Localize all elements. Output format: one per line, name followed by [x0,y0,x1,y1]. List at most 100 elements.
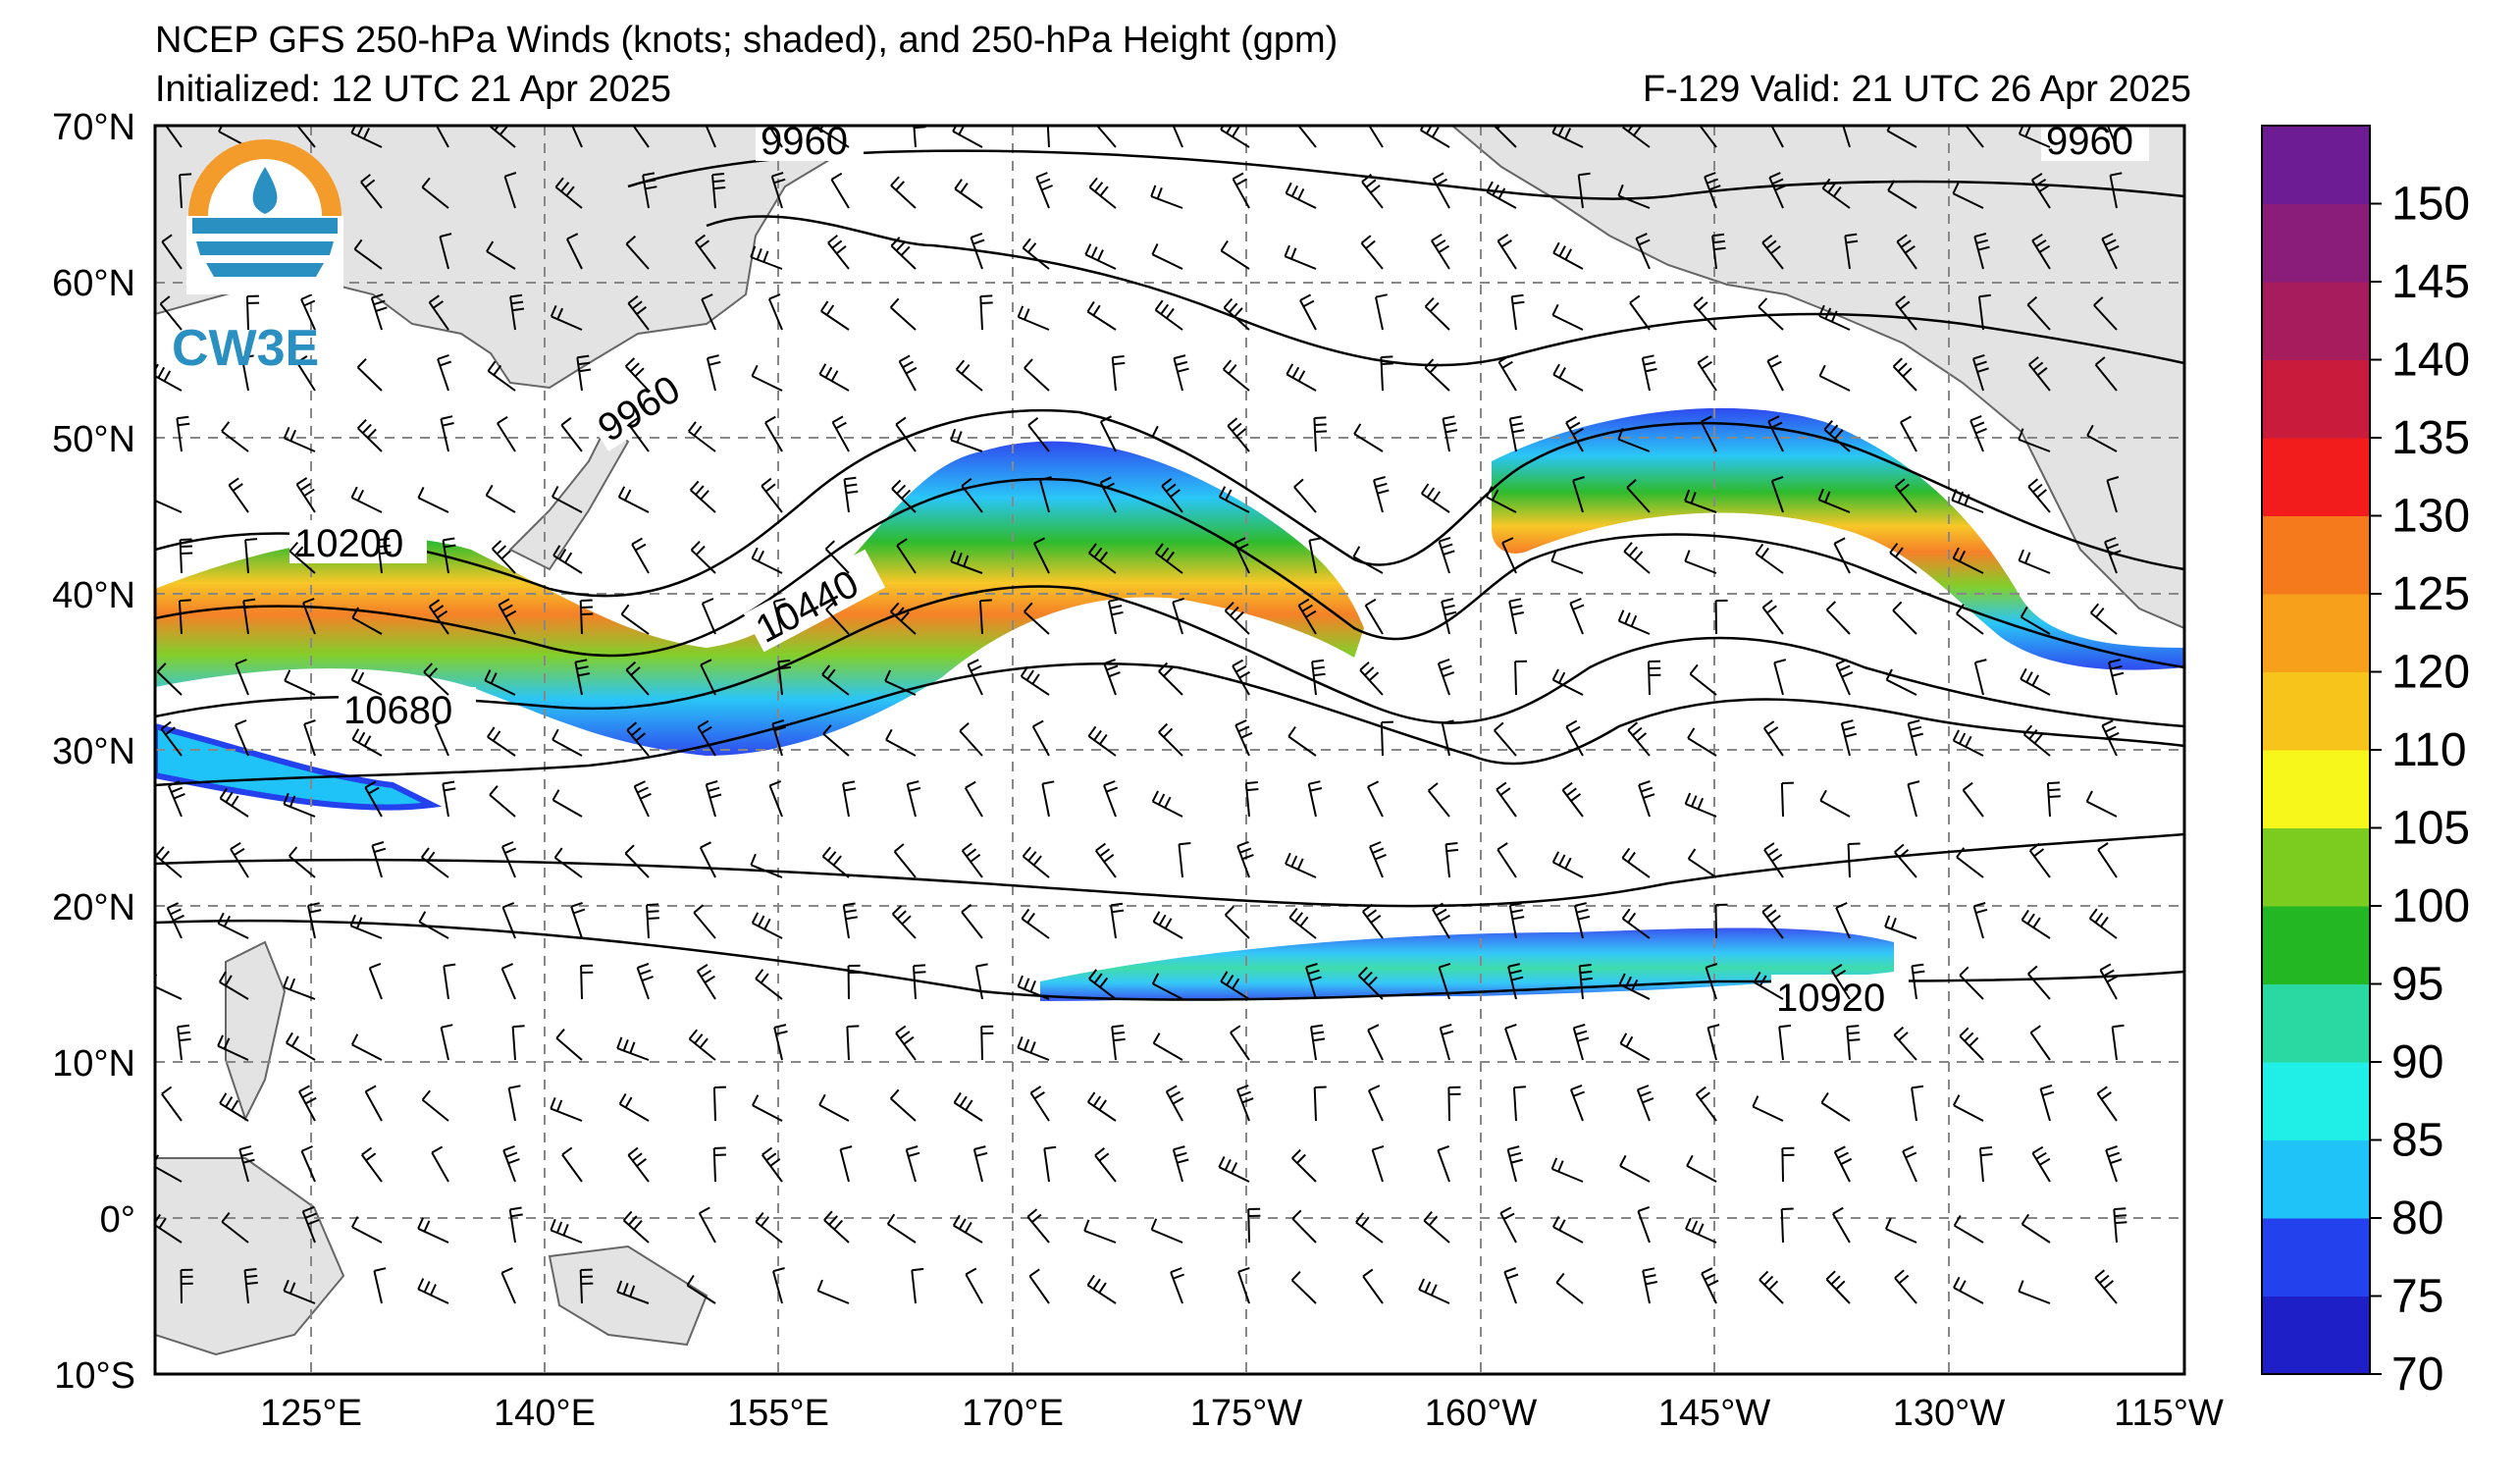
wind-barb [428,599,449,635]
wind-barb [772,1267,785,1304]
wind-barb [285,1032,316,1061]
wind-barb [1499,1206,1517,1244]
wind-barb [295,355,316,392]
wind-barb [238,1145,255,1183]
jet-west-asia [155,722,443,811]
wind-barb [1493,126,1517,148]
wind-barb [891,479,917,513]
wind-barb [646,903,659,939]
wind-barb [617,486,650,513]
wind-barb [631,537,650,574]
wind-barb [1247,1207,1261,1244]
wind-barb [1285,852,1317,878]
wind-barb [244,538,258,574]
wind-barb [350,126,383,148]
wind-barb [218,971,249,1000]
wind-barb [905,1145,920,1183]
wind-barb [824,540,850,574]
wind-barb [217,1034,249,1061]
wind-barb [1685,1217,1717,1244]
lat-label: 10°N [52,1043,135,1085]
contour-label: 9960 [2046,120,2133,163]
wind-barb [1024,602,1050,635]
wind-barb [1619,1154,1651,1183]
wind-barb [627,1146,650,1183]
wind-barb [2029,1025,2051,1061]
wind-barb [1103,780,1119,818]
wind-barb [1367,1085,1384,1122]
wind-barb [1086,1091,1117,1122]
wind-barb [1373,476,1390,513]
wind-barb [566,233,583,270]
colorbar-band [2262,203,2370,283]
wind-barb [771,719,787,757]
wind-barb [825,601,850,635]
wind-barb [819,300,850,331]
lat-label: 30°N [52,731,135,772]
wind-barb [1039,476,1052,513]
wind-barb [764,415,783,452]
wind-barb [1438,536,1455,574]
wind-barb [1896,234,1917,270]
wind-barb [1151,973,1183,1000]
wind-barb [816,1279,850,1304]
wind-barb [1689,663,1717,696]
wind-barb [686,1274,716,1304]
wind-barb [616,1280,650,1304]
wind-barb [219,787,249,818]
wind-barb [1965,126,1984,148]
wind-barb [967,659,983,696]
land-philippines [225,940,287,1122]
wind-barb [1234,537,1250,574]
lon-label: 155°E [727,1393,829,1434]
lon-label: 140°E [494,1393,596,1434]
colorbar-label: 145 [2391,256,2470,308]
wind-barb [1152,1033,1183,1061]
colorbar-label: 100 [2391,880,2470,932]
wind-barb [1151,425,1183,452]
wind-barb [550,305,583,331]
wind-barb [842,780,857,818]
wind-barb [500,963,516,1000]
wind-barb [1693,295,1717,331]
wind-barb [913,126,926,148]
colorbar-label: 130 [2391,491,2470,543]
wind-barb [1367,780,1384,818]
wind-barb [356,419,383,452]
wind-barb [1763,842,1784,878]
wind-barb [1223,297,1250,331]
wind-barb [1506,1145,1523,1183]
wind-barb [1835,659,1854,696]
contour-1 [627,149,2184,200]
wind-barb [2097,842,2118,878]
wind-barb [302,598,316,635]
wind-barb [1823,419,1851,452]
map-area: 9960 9960 9960 10200 10440 10680 10920 C… [155,120,2184,1374]
wind-barb [298,1085,317,1122]
wind-barb [823,1210,850,1244]
wind-barb [1441,598,1457,635]
wind-barb [1361,903,1384,939]
wind-barb [1781,1146,1795,1183]
jet-east [1492,407,2184,670]
wind-barb [1088,969,1117,1000]
wind-barb [1514,660,1528,696]
wind-barb [1033,537,1050,574]
wind-barb [1701,1267,1719,1304]
wind-barb [484,669,516,696]
wind-barb [964,780,983,818]
wind-barb [1172,1145,1189,1183]
wind-barb [2030,173,2051,209]
wind-barb [1218,1155,1250,1183]
wind-barb [1418,1278,1450,1304]
wind-barb [1977,293,1991,331]
wind-barb [1847,842,1861,878]
wind-barb [1973,659,1987,696]
wind-barb [437,353,452,392]
wind-barb [697,719,716,757]
wind-barb [886,1213,917,1244]
wind-barb [1237,1266,1250,1304]
wind-barb [1111,355,1126,392]
wind-barb [1230,1025,1250,1061]
wind-barb [699,841,716,878]
